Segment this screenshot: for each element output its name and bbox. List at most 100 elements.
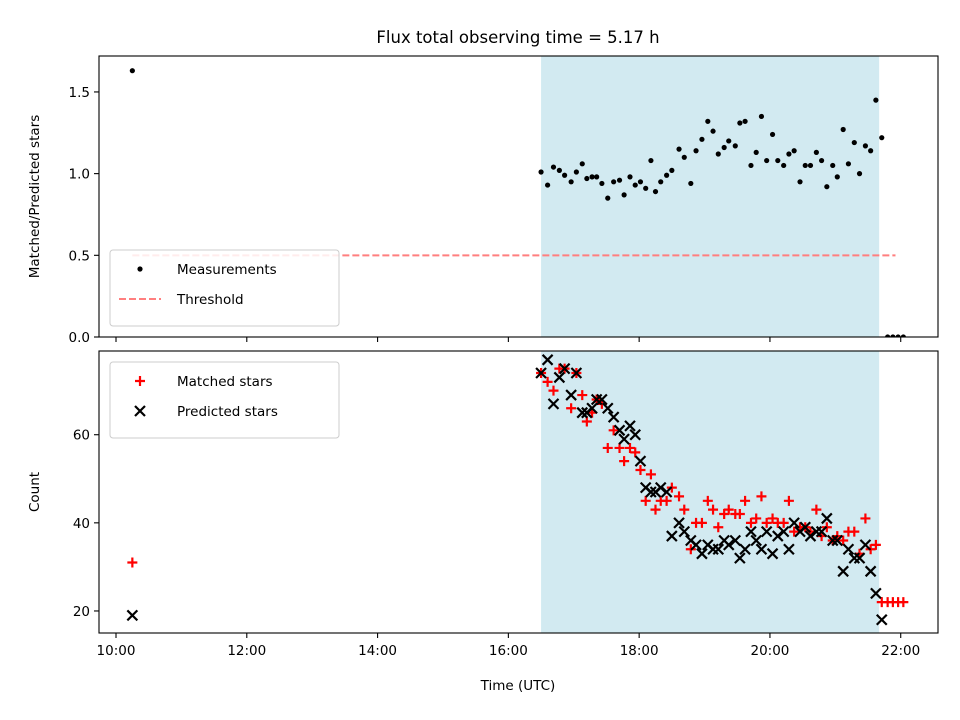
data-point xyxy=(764,157,770,164)
data-point xyxy=(758,113,765,120)
x-tick-label: 10:00 xyxy=(97,643,136,659)
data-point xyxy=(786,151,792,157)
data-point xyxy=(627,174,633,180)
data-point xyxy=(696,517,707,528)
legend-box xyxy=(109,361,340,439)
series-measurements xyxy=(129,68,906,337)
data-point xyxy=(737,120,743,126)
data-point xyxy=(690,539,702,551)
plot-area xyxy=(129,56,906,337)
data-point xyxy=(868,148,874,154)
x-axis-label: Time (UTC) xyxy=(480,678,556,694)
data-point xyxy=(681,154,687,160)
data-point xyxy=(726,138,732,144)
data-point xyxy=(634,455,647,467)
data-point xyxy=(548,385,559,396)
data-point xyxy=(674,491,685,502)
data-point xyxy=(788,517,800,529)
data-point xyxy=(740,495,751,506)
y-tick-label: 0.0 xyxy=(69,330,90,346)
data-point xyxy=(721,144,727,151)
data-point xyxy=(766,547,779,560)
data-point xyxy=(781,162,787,169)
data-point xyxy=(637,179,644,185)
data-point xyxy=(630,447,641,458)
series-predicted-stars xyxy=(126,354,888,626)
data-point xyxy=(840,126,846,133)
data-point xyxy=(562,172,568,178)
data-point xyxy=(581,416,592,427)
data-point xyxy=(734,552,746,564)
data-point xyxy=(688,180,694,187)
data-point xyxy=(599,180,605,187)
data-point xyxy=(645,486,657,498)
data-point xyxy=(745,517,756,528)
data-point xyxy=(576,406,589,419)
data-point xyxy=(624,420,636,432)
data-point xyxy=(761,517,772,528)
data-point xyxy=(589,174,595,180)
data-point xyxy=(769,131,776,138)
data-point xyxy=(658,179,664,185)
data-point xyxy=(815,525,828,538)
data-point xyxy=(870,539,881,550)
data-point xyxy=(624,442,635,453)
data-point xyxy=(745,525,757,538)
data-point xyxy=(775,157,781,164)
data-point xyxy=(900,334,906,337)
data-point xyxy=(645,469,656,480)
data-point xyxy=(679,504,690,515)
data-point xyxy=(807,162,814,169)
data-point xyxy=(713,522,724,533)
data-point xyxy=(799,521,812,534)
data-point xyxy=(885,334,891,337)
data-point xyxy=(777,525,790,538)
data-point xyxy=(837,565,849,578)
data-point xyxy=(616,177,623,183)
data-point xyxy=(753,149,759,155)
data-point xyxy=(732,143,738,149)
legend-label: Predicted stars xyxy=(177,404,278,420)
data-point xyxy=(873,97,879,103)
y-tick-label: 1.5 xyxy=(69,85,90,101)
data-point xyxy=(693,148,699,154)
data-point xyxy=(842,543,855,556)
data-point xyxy=(783,495,794,506)
data-point xyxy=(676,146,682,152)
data-point xyxy=(579,161,585,167)
data-point xyxy=(129,68,135,74)
axes-frame xyxy=(98,350,939,634)
data-point xyxy=(831,534,844,547)
data-point xyxy=(853,552,866,564)
data-point xyxy=(629,428,642,441)
data-point xyxy=(802,162,808,169)
data-point xyxy=(756,491,767,502)
data-point xyxy=(879,135,885,141)
data-point xyxy=(702,495,713,506)
x-tick-label: 16:00 xyxy=(489,643,528,659)
legend: Matched stars Predicted stars xyxy=(109,361,340,439)
data-point xyxy=(661,495,672,506)
data-point xyxy=(791,148,797,154)
data-point xyxy=(856,171,863,177)
data-point xyxy=(608,425,619,436)
data-point xyxy=(748,162,754,169)
y-tick-label: 0.5 xyxy=(69,248,90,264)
data-point xyxy=(722,539,735,551)
data-point xyxy=(750,534,762,547)
data-point xyxy=(898,597,909,608)
legend-label: Measurements xyxy=(177,262,277,278)
data-point xyxy=(618,433,630,445)
data-point xyxy=(538,169,544,175)
data-point xyxy=(541,354,554,366)
data-point xyxy=(652,188,659,195)
data-point xyxy=(895,334,901,337)
data-point xyxy=(614,442,625,453)
data-point xyxy=(845,161,852,167)
data-point xyxy=(729,534,742,547)
y-tick-label: 60 xyxy=(73,428,90,444)
data-point xyxy=(594,174,600,180)
data-point xyxy=(834,174,840,180)
data-point xyxy=(778,517,789,528)
data-point xyxy=(851,139,857,146)
